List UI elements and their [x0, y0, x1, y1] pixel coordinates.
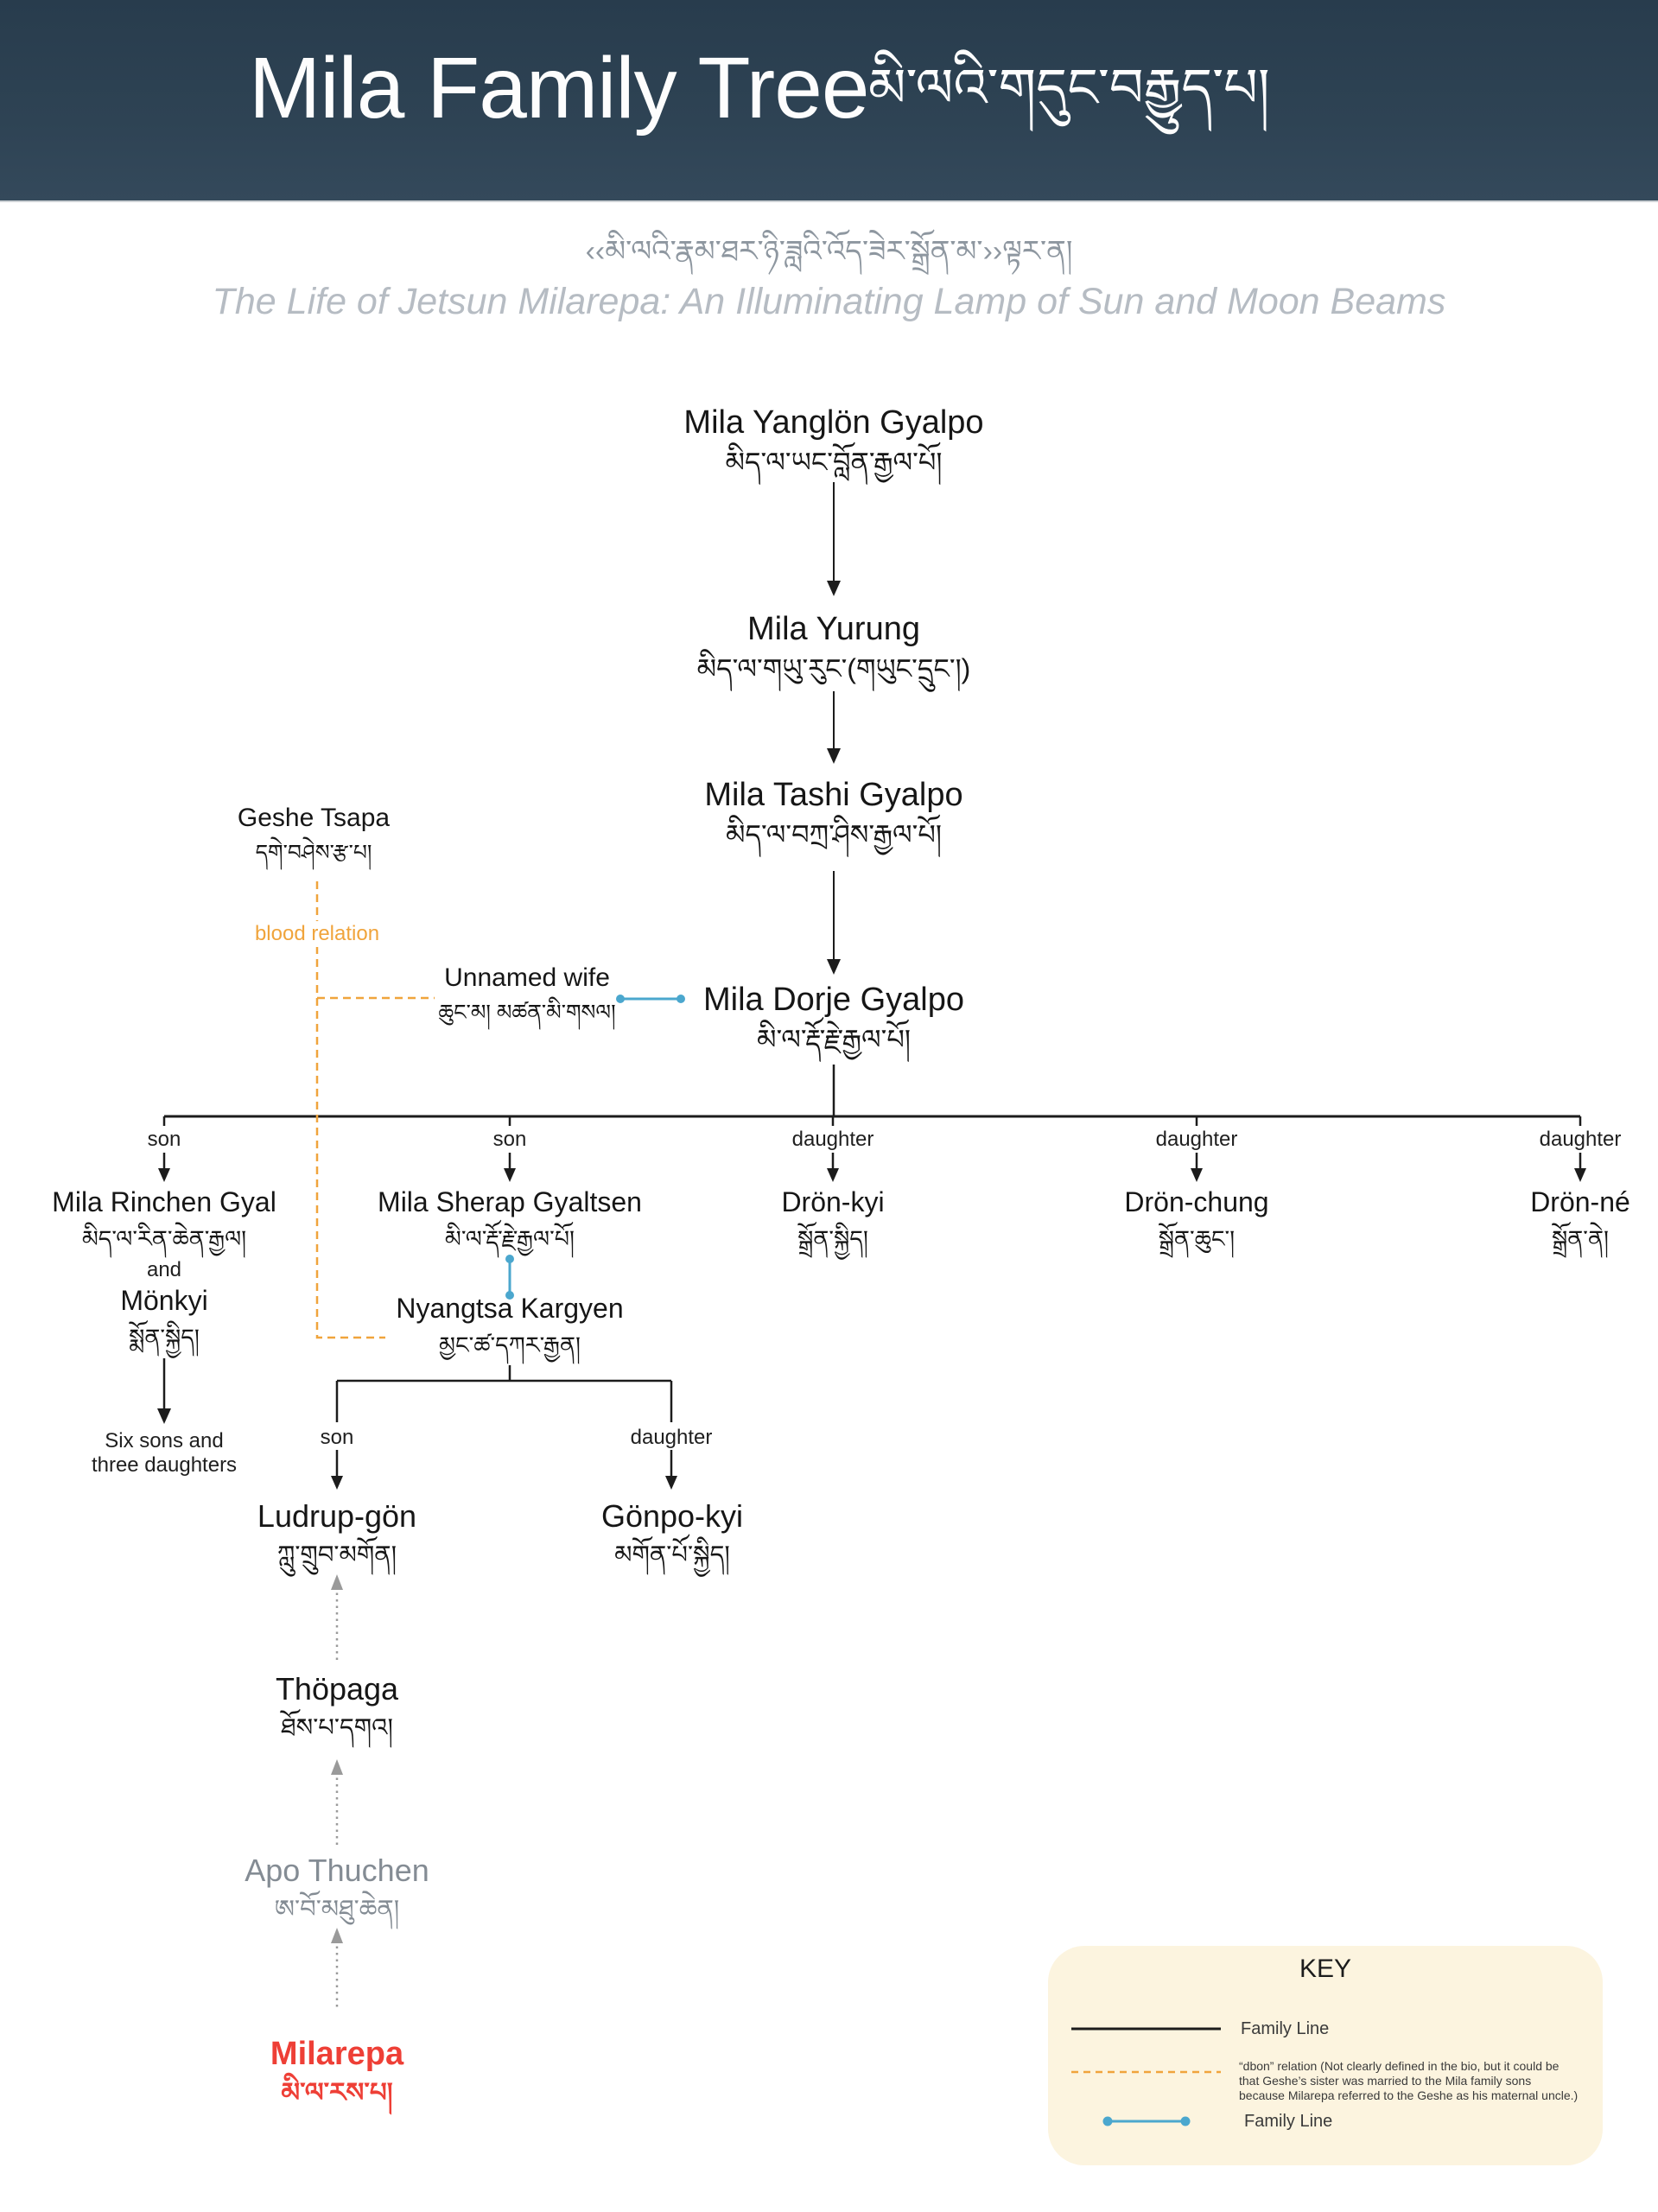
- family-line-blue: [505, 995, 685, 1300]
- person-name-tibetan: ཆུང་མ། མཚན་མི་གསལ།: [438, 1001, 616, 1025]
- person-name-tibetan: མགོན་པོ་སྐྱིད།: [614, 1541, 730, 1569]
- person-name: Thöpaga: [275, 1671, 399, 1707]
- six-sons-three-daughters-label: Six sons and three daughters: [92, 1429, 237, 1478]
- node-dron-chung: Drön-chung སྒྲོན་ཆུང་།: [1124, 1183, 1268, 1257]
- node-ludrup-gon: Ludrup-gön ཀླུ་གྲུབ་མགོན།: [257, 1497, 416, 1574]
- person-name-tibetan: མྱང་ཚ་དཀར་རྒྱན།: [439, 1332, 581, 1358]
- key-dbon-note-line3: because Milarepa referred to the Geshe a…: [1239, 2088, 1579, 2102]
- family-line-main-descent: [827, 482, 841, 975]
- node-mila-yurung: Mila Yurung མིད་ལ་གཡུ་རུང་(གཡུང་དྲུང་།): [697, 609, 971, 689]
- node-dron-kyi: Drön-kyi སྒྲོན་སྐྱིད།: [781, 1183, 884, 1257]
- subtitle-tibetan: ‹‹མི་ལའི་རྣམ་ཐར་ཉི་ཟླའི་འོད་ཟེར་སྒྲོན་མ་…: [585, 235, 1073, 268]
- family-line-monkyi-children: [157, 1358, 171, 1424]
- page-title: Mila Family Tree: [249, 40, 869, 137]
- person-name: Ludrup-gön: [257, 1498, 417, 1534]
- header-banner: Mila Family Tree མི་ལའི་གདུང་བརྒྱུད་པ།: [0, 0, 1658, 202]
- person-name-tibetan: མི་ལ་རྡོ་རྗེ་རྒྱལ་པོ།: [444, 1226, 575, 1252]
- family-line-children-branch: [158, 1065, 1586, 1182]
- relation-label-daughter: daughter: [1155, 1128, 1238, 1151]
- dbon-relation-line: [315, 881, 435, 1339]
- legend-blue-line-sample: [1102, 2116, 1191, 2126]
- person-name-tibetan: ཀླུ་གྲུབ་མགོན།: [276, 1541, 397, 1569]
- dotted-ascent-line: [331, 1574, 343, 2007]
- blood-relation-label: blood relation: [245, 921, 389, 947]
- node-thopaga: Thöpaga ཐོས་པ་དགའ།: [276, 1669, 398, 1747]
- key-family-line2-label: Family Line: [1244, 2112, 1333, 2131]
- node-nyangtsa-kargyen: Nyangtsa Kargyen མྱང་ཚ་དཀར་རྒྱན།: [396, 1289, 623, 1363]
- node-milarepa: Milarepa མི་ལ་རས་པ།: [270, 2035, 403, 2113]
- person-name: Milarepa: [270, 2036, 404, 2072]
- key-legend-box: [1048, 1946, 1603, 2165]
- person-name-tibetan: མི་ལ་རྡོ་རྗེ་རྒྱལ་པོ།: [757, 1024, 911, 1055]
- relation-label-daughter: daughter: [1539, 1128, 1622, 1151]
- person-name-tibetan: མིད་ལ་གཡུ་རུང་(གཡུང་དྲུང་།): [696, 653, 971, 684]
- key-family-line-label: Family Line: [1241, 2019, 1330, 2038]
- page-title-tibetan: མི་ལའི་གདུང་བརྒྱུད་པ།: [868, 59, 1270, 118]
- person-name: Apo Thuchen: [245, 1853, 429, 1888]
- person-name-tibetan: སྒྲོན་སྐྱིད།: [797, 1226, 868, 1252]
- person-name: Drön-né: [1530, 1186, 1630, 1217]
- node-mila-sherap-gyaltsen: Mila Sherap Gyaltsen མི་ལ་རྡོ་རྗེ་རྒྱལ་པ…: [378, 1183, 642, 1257]
- person-name: Mila Yanglön Gyalpo: [683, 404, 984, 441]
- person-name-tibetan: མི་ལ་རས་པ།: [281, 2077, 393, 2107]
- six-sons-line1: Six sons and: [105, 1429, 224, 1452]
- person-name: Drön-chung: [1124, 1186, 1269, 1217]
- person-name: Gönpo-kyi: [600, 1498, 744, 1534]
- subtitle-english: The Life of Jetsun Milarepa: An Illumina…: [212, 281, 1446, 322]
- person-name-tibetan: མིད་ལ་ཡང་བློན་རྒྱལ་པོ།: [725, 447, 943, 478]
- node-apo-thuchen: Apo Thuchen ཨ་བོ་མཐུ་ཆེན།: [245, 1851, 429, 1929]
- person-name-tibetan: ཨ་བོ་མཐུ་ཆེན།: [274, 1896, 400, 1923]
- person-name: Mila Tashi Gyalpo: [704, 777, 963, 813]
- key-dbon-note-line2: that Geshe’s sister was married to the M…: [1239, 2074, 1532, 2088]
- relation-label-daughter: daughter: [630, 1426, 713, 1449]
- key-title: KEY: [1299, 1955, 1352, 1983]
- node-mila-rinchen-gyal: Mila Rinchen Gyal མིད་ལ་རིན་ཆེན་རྒྱལ།: [52, 1183, 276, 1257]
- person-name: Mila Dorje Gyalpo: [703, 982, 964, 1018]
- node-mila-yanglon-gyalpo: Mila Yanglön Gyalpo མིད་ལ་ཡང་བློན་རྒྱལ་པ…: [683, 403, 983, 482]
- node-gonpo-kyi: Gönpo-kyi མགོན་པོ་སྐྱིད།: [601, 1497, 743, 1574]
- person-name: Geshe Tsapa: [237, 804, 391, 832]
- person-name-tibetan: སྒྲོན་ནེ།: [1552, 1226, 1609, 1252]
- six-sons-line2: three daughters: [91, 1453, 238, 1477]
- person-name: Mila Rinchen Gyal: [52, 1186, 276, 1217]
- person-name: Nyangtsa Kargyen: [396, 1293, 624, 1324]
- person-name-tibetan: མིད་ལ་བཀྲ་ཤིས་རྒྱལ་པོ།: [726, 819, 942, 850]
- node-geshe-tsapa: Geshe Tsapa དགེ་བཤེས་རྩ་པ།: [238, 801, 390, 870]
- node-monkyi: Mönkyi སྨོན་སྐྱིད།: [120, 1281, 207, 1356]
- person-name: Mila Yurung: [747, 611, 920, 647]
- and-label: and: [146, 1258, 182, 1281]
- key-dbon-note: “dbon” relation (Not clearly defined in …: [1239, 2059, 1578, 2103]
- family-line-nyangtsa-branch: [331, 1365, 677, 1490]
- node-mila-dorje-gyalpo: Mila Dorje Gyalpo མི་ལ་རྡོ་རྗེ་རྒྱལ་པོ།: [703, 980, 964, 1059]
- person-name-tibetan: མིད་ལ་རིན་ཆེན་རྒྱལ།: [81, 1226, 247, 1252]
- person-name-tibetan: དགེ་བཤེས་རྩ་པ།: [255, 841, 372, 865]
- person-name: Drön-kyi: [781, 1186, 885, 1217]
- relation-label-son: son: [492, 1128, 527, 1151]
- person-name-tibetan: ཐོས་པ་དགའ།: [281, 1714, 393, 1742]
- node-mila-tashi-gyalpo: Mila Tashi Gyalpo མིད་ལ་བཀྲ་ཤིས་རྒྱལ་པོ།: [704, 775, 962, 855]
- person-name: Mönkyi: [120, 1285, 208, 1316]
- relation-label-son: son: [147, 1128, 181, 1151]
- person-name-tibetan: སྒྲོན་ཆུང་།: [1158, 1226, 1236, 1252]
- person-name: Unnamed wife: [444, 963, 610, 992]
- person-name-tibetan: སྨོན་སྐྱིད།: [129, 1325, 200, 1351]
- person-name: Mila Sherap Gyaltsen: [378, 1186, 642, 1217]
- relation-label-daughter: daughter: [791, 1128, 874, 1151]
- node-unnamed-wife: Unnamed wife ཆུང་མ། མཚན་མི་གསལ།: [438, 961, 615, 1030]
- key-dbon-note-line1: “dbon” relation (Not clearly defined in …: [1239, 2059, 1560, 2073]
- relation-label-son: son: [320, 1426, 354, 1449]
- node-dron-ne: Drön-né སྒྲོན་ནེ།: [1530, 1183, 1630, 1257]
